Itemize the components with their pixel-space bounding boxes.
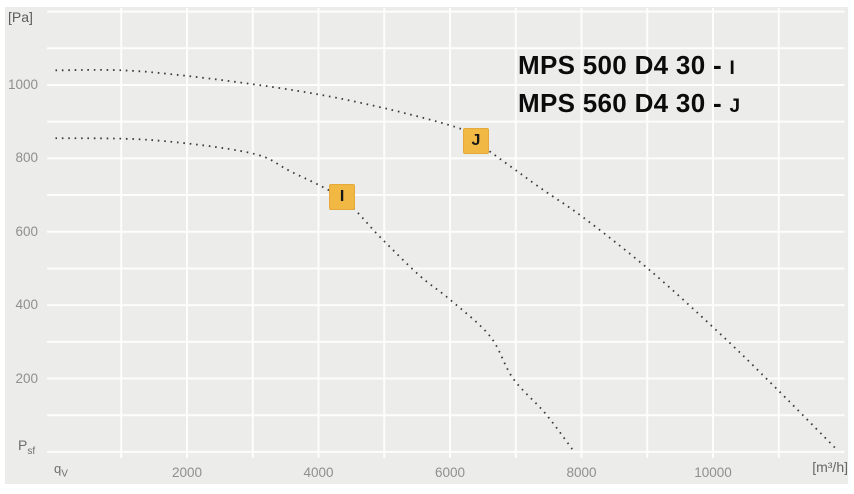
size-marker-J: J [462,128,489,155]
model-code-2: J [729,96,741,117]
y-axis-symbol: Psf [18,437,36,457]
y-tick-label: 600 [15,223,38,239]
x-axis-symbol: qV [54,461,68,480]
x-tick-label: 8000 [566,465,597,480]
y-tick-label: 1000 [7,76,38,92]
y-tick-label: 200 [15,370,38,386]
size-marker-I: I [329,183,356,210]
y-tick-label: 800 [15,150,38,166]
model-code-1: I [729,58,735,79]
model-label-2: MPS 560 D4 30 - J [518,88,741,118]
x-axis-unit-label: [m³/h] [812,459,848,475]
x-tick-label: 4000 [303,465,334,480]
y-axis-unit-label: [Pa] [8,9,33,25]
x-tick-label: 10000 [694,465,732,480]
model-label-1: MPS 500 D4 30 - I [518,50,735,80]
y-tick-label: 400 [15,297,38,313]
x-tick-label: 2000 [171,465,203,480]
x-tick-label: 6000 [434,465,466,480]
model-legend: MPS 500 D4 30 - I MPS 560 D4 30 - J [518,48,740,124]
